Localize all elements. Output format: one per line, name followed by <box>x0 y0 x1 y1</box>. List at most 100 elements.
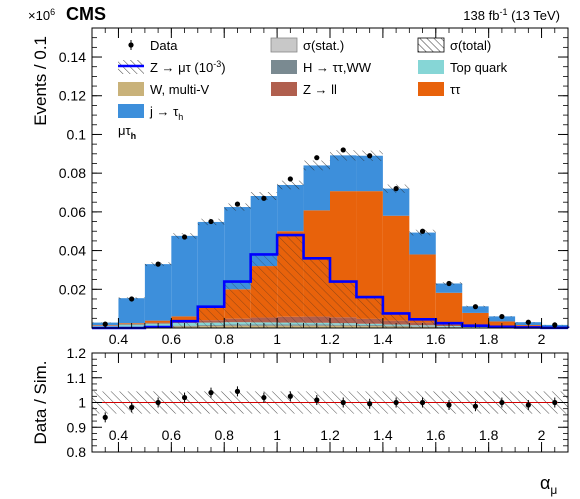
legend-swatch-tautau <box>418 82 444 96</box>
signal-hatch <box>382 313 410 328</box>
x-tick-label: 1.4 <box>373 331 393 347</box>
bar-j_tau <box>303 165 330 211</box>
bar-j_tau <box>144 264 172 321</box>
data-point <box>419 228 426 234</box>
ratio-panel: 0.8 0.9 1 1.1 1.2 0.4 0.6 0.8 1 1.2 1.4 1.6 1.8 2 Data… <box>31 345 569 497</box>
signal-hatch <box>303 258 330 328</box>
x-tick-label: 1.6 <box>426 331 446 347</box>
legend-label: Z → ll <box>303 82 337 97</box>
y-tick-label: 0.12 <box>59 88 86 104</box>
bar-j_tau <box>409 232 436 255</box>
lumi-label: 138 fb-1 (13 TeV) <box>463 7 560 23</box>
x-tick-label: 1.8 <box>479 331 499 347</box>
x-axis-label: αμ <box>540 473 557 497</box>
legend-label: W, multi-V <box>150 82 210 97</box>
ratio-y-tick-label: 1.1 <box>67 370 87 386</box>
legend-item-data: Data <box>128 38 178 53</box>
ratio-point <box>367 401 373 407</box>
ratio-point <box>340 399 346 406</box>
bar-j_tau <box>435 283 463 293</box>
ratio-point <box>419 399 426 406</box>
ratio-x-tick-label: 0.8 <box>214 427 234 443</box>
y-tick-label: 0.14 <box>59 49 86 65</box>
legend-item-H_tautau_WW: H → ττ,WW <box>271 60 372 75</box>
signal-hatch <box>250 254 278 328</box>
legend-label: j → τh <box>149 104 183 122</box>
x-tick-label: 0.8 <box>214 331 234 347</box>
x-tick-label: 2 <box>538 331 546 347</box>
ratio-y-tick-label: 1 <box>78 395 86 411</box>
legend-total-swatch <box>417 37 445 53</box>
uncertainty-band <box>277 180 304 190</box>
ratio-point <box>499 399 505 406</box>
ratio-point <box>155 399 161 406</box>
ratio-point <box>234 388 241 394</box>
data-point <box>393 186 399 192</box>
bar-j_tau <box>224 207 251 290</box>
ratio-point <box>472 403 479 409</box>
ratio-point <box>287 393 293 399</box>
data-point <box>446 280 452 287</box>
bar-tautau <box>144 320 172 323</box>
bar-j_tau <box>382 188 410 216</box>
bar-j_tau <box>462 306 489 313</box>
legend-item-signal: Z → μτ (10-3) <box>118 59 226 75</box>
ratio-y-axis-label: Data / Sim. <box>31 360 50 444</box>
bar-tautau <box>171 316 198 322</box>
x-tick-label: 0.4 <box>109 331 129 347</box>
data-point <box>261 195 267 201</box>
data-point <box>367 153 373 159</box>
data-point <box>208 218 214 225</box>
ratio-x-tick-label: 1.2 <box>320 427 340 443</box>
ratio-x-tick-label: 1 <box>273 427 281 443</box>
legend-label: ττ <box>450 82 461 97</box>
bar-j_tau <box>197 221 225 307</box>
data-point <box>234 201 241 207</box>
x-tick-label: 1 <box>273 331 281 347</box>
legend-swatch-top <box>418 60 444 74</box>
data-point <box>525 319 531 325</box>
x-tick-label: 0.6 <box>162 331 182 347</box>
x-tick-label: 1.2 <box>320 331 340 347</box>
legend-stat-swatch <box>270 37 298 53</box>
y-multiplier: ×106 <box>28 7 55 23</box>
y-tick-label: 0.08 <box>59 165 86 181</box>
signal-hatch <box>330 281 357 328</box>
data-point <box>340 147 346 153</box>
data-point <box>155 261 161 267</box>
cms-label: CMS <box>66 4 106 24</box>
legend-swatch-H_tautau_WW <box>271 60 297 74</box>
data-point <box>314 155 320 161</box>
ratio-y-tick-label: 0.8 <box>67 444 87 460</box>
legend-label: Z → μτ (10-3) <box>150 59 226 75</box>
data-point <box>129 296 135 302</box>
ratio-point <box>525 402 531 408</box>
legend-item-total: σ(total) <box>417 37 491 53</box>
legend-item-Z_ll: Z → ll <box>271 82 337 97</box>
signal-hatch <box>224 281 251 328</box>
bar-tautau <box>409 254 436 323</box>
y-tick-label: 0.02 <box>59 281 86 297</box>
bar-j_tau <box>277 184 304 232</box>
bar-tautau <box>462 312 489 326</box>
bar-j_tau <box>330 155 357 192</box>
signal-line <box>92 233 570 330</box>
ratio-x-tick-label: 1.6 <box>426 427 446 443</box>
ratio-point <box>314 397 320 403</box>
legend-item-tautau: ττ <box>418 82 461 97</box>
legend-label: Top quark <box>450 60 508 75</box>
legend-item-top: Top quark <box>418 60 508 75</box>
y-tick-label: 0.1 <box>67 126 87 142</box>
data-point <box>472 304 479 310</box>
ratio-point <box>129 404 135 411</box>
bar-j_tau <box>118 298 145 324</box>
signal-hatch <box>277 235 304 328</box>
ratio-point <box>208 390 214 396</box>
legend-label: σ(stat.) <box>303 38 344 53</box>
legend-label: Data <box>150 38 178 53</box>
ratio-point <box>393 399 399 406</box>
bar-tautau <box>435 292 463 325</box>
ratio-point <box>261 394 267 401</box>
ratio-x-tick-label: 0.6 <box>162 427 182 443</box>
